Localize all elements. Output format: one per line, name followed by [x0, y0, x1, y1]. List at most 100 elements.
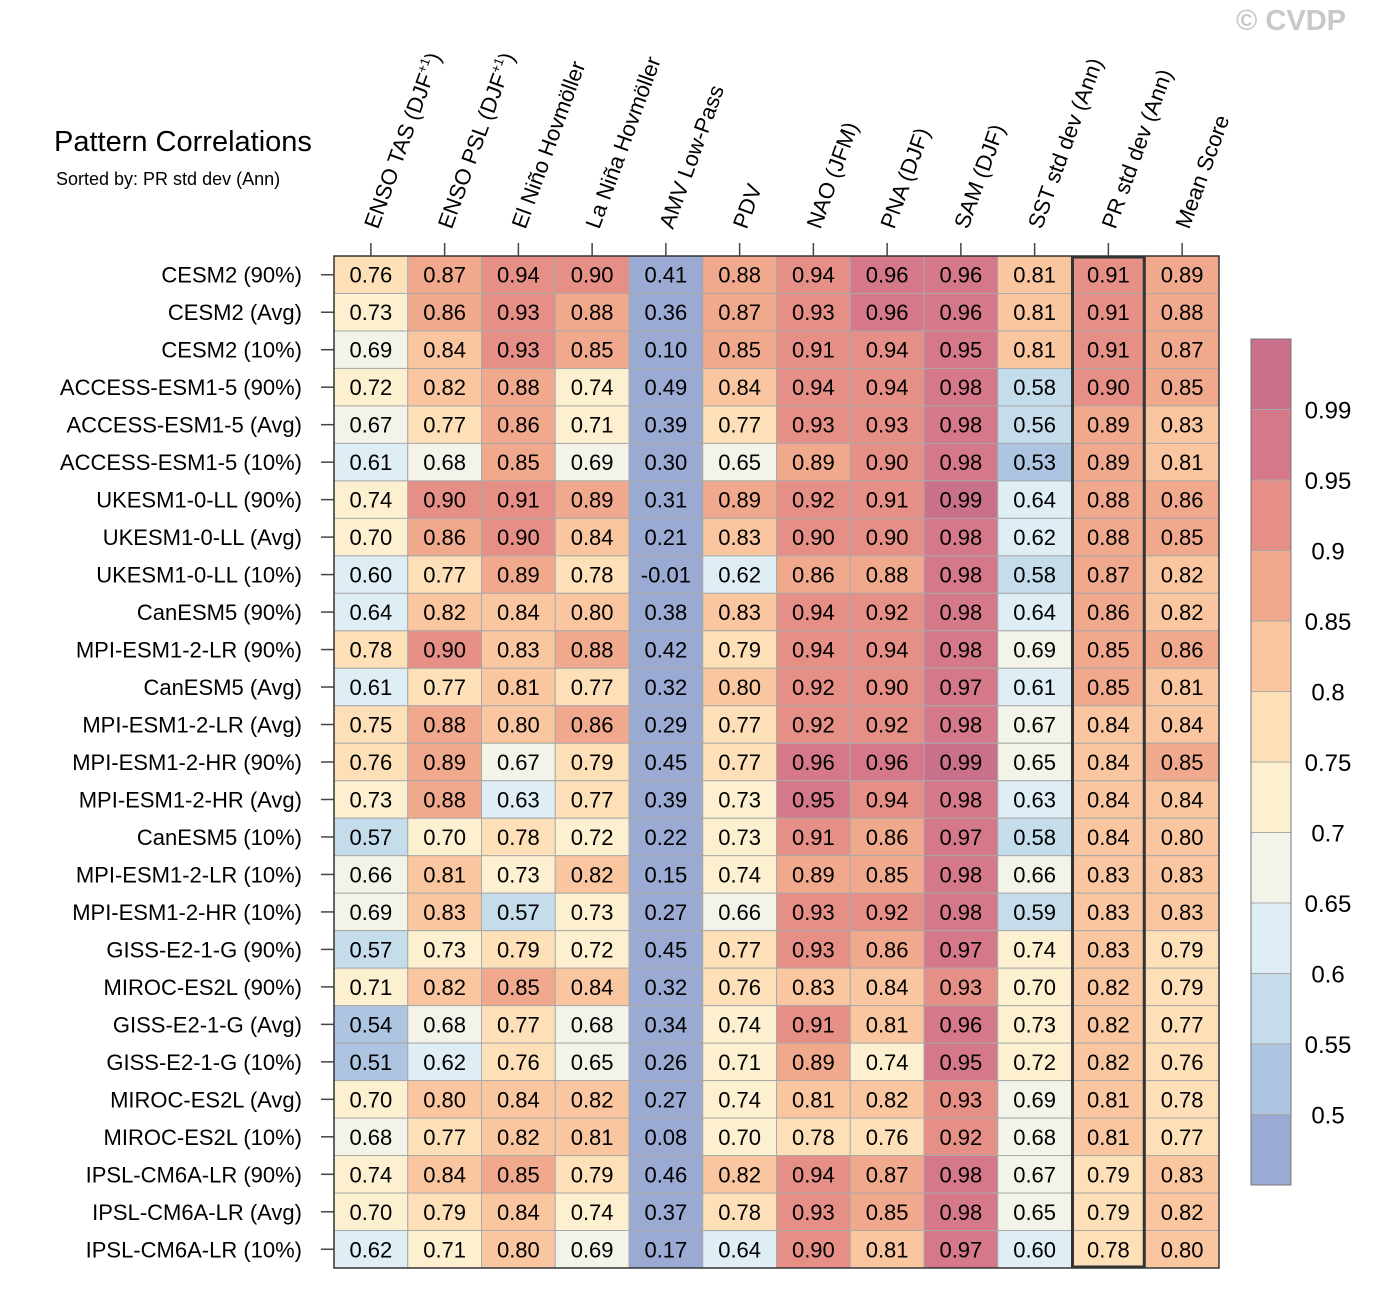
cell-value-label: 0.97	[939, 1237, 982, 1262]
cell-value-label: 0.79	[1087, 1162, 1130, 1187]
heatmap-cell	[407, 1080, 482, 1119]
cell-value-label: 0.78	[1087, 1237, 1130, 1262]
cell-value-label: 0.82	[1161, 600, 1204, 625]
cell-value-label: 0.83	[1087, 900, 1130, 925]
heatmap-cell	[628, 855, 704, 894]
cell-value-label: 0.68	[349, 1125, 392, 1150]
heatmap-cell	[554, 1230, 630, 1269]
column-label: Mean Score	[1170, 112, 1234, 232]
colorbar-tick-label: 0.55	[1305, 1032, 1352, 1059]
cell-value-label: 0.77	[571, 787, 614, 812]
colorbar-tick-label: 0.6	[1311, 962, 1344, 989]
cell-value-label: 0.96	[939, 1012, 982, 1037]
cell-value-label: 0.98	[939, 525, 982, 550]
cell-value-label: 0.72	[571, 825, 614, 850]
row-label: GISS-E2-1-G (Avg)	[113, 1012, 302, 1037]
colorbar-segment	[1250, 832, 1292, 904]
cell-value-label: 0.73	[718, 825, 761, 850]
heatmap-cell	[407, 592, 482, 632]
cell-value-label: 0.84	[423, 1162, 466, 1187]
heatmap-cell	[333, 780, 409, 819]
heatmap-cell	[628, 667, 704, 707]
column-label-text: PNA (DJF)	[875, 124, 934, 231]
heatmap-cell	[481, 1230, 556, 1269]
colorbar-tick-label: 0.99	[1305, 398, 1352, 425]
heatmap-cell	[628, 1192, 704, 1232]
heatmap-cell	[554, 442, 630, 482]
cell-value-label: 0.93	[497, 300, 540, 325]
heatmap-cell	[1144, 405, 1220, 444]
cell-value-label: 0.31	[644, 488, 687, 513]
heatmap-cell	[554, 405, 630, 444]
cell-value-label: 0.89	[718, 488, 761, 513]
heatmap-cell	[628, 405, 704, 444]
cell-value-label: 0.83	[1161, 1162, 1204, 1187]
heatmap-cell	[1071, 367, 1146, 407]
heatmap-cell	[702, 817, 777, 857]
heatmap-cell	[628, 367, 704, 407]
cell-value-label: 0.90	[1087, 375, 1130, 400]
heatmap-cell	[1071, 292, 1146, 332]
cell-value-label: 0.29	[644, 713, 687, 738]
cell-value-label: 0.96	[792, 750, 835, 775]
heatmap-cell	[1071, 967, 1146, 1007]
row-label: MPI-ESM1-2-LR (Avg)	[82, 713, 302, 738]
cell-value-label: 0.54	[349, 1012, 392, 1037]
heatmap-cell	[1144, 930, 1220, 969]
heatmap-cell	[1144, 480, 1220, 519]
cell-value-label: 0.83	[1087, 862, 1130, 887]
row-label: ACCESS-ESM1-5 (90%)	[60, 375, 302, 400]
cell-value-label: 0.86	[1161, 488, 1204, 513]
heatmap-cell	[849, 1155, 925, 1194]
heatmap-cell	[702, 705, 777, 744]
cell-value-label: 0.73	[497, 862, 540, 887]
cell-value-label: 0.32	[644, 675, 687, 700]
column-label-text: ENSO PSL (DJF	[433, 70, 512, 232]
cell-value-label: 0.83	[1161, 862, 1204, 887]
heatmap-cell	[407, 1117, 482, 1157]
row-label: CanESM5 (Avg)	[143, 675, 302, 700]
cell-value-label: 0.93	[497, 338, 540, 363]
heatmap-cell	[407, 667, 482, 707]
cell-value-label: 0.66	[349, 862, 392, 887]
heatmap-cell	[407, 255, 482, 294]
column-label-text: NAO (JFM)	[802, 119, 864, 232]
heatmap-cell	[997, 855, 1072, 894]
cell-value-label: 0.79	[1161, 975, 1204, 1000]
heatmap-cell	[776, 742, 851, 782]
cell-value-label: 0.71	[718, 1050, 761, 1075]
heatmap-cell	[702, 480, 777, 519]
heatmap-cell	[333, 742, 409, 782]
cell-value-label: 0.76	[349, 263, 392, 288]
colorbar-segment	[1250, 620, 1292, 692]
heatmap-cell	[997, 555, 1072, 594]
heatmap-cell	[1071, 255, 1146, 294]
cell-value-label: 0.80	[1161, 825, 1204, 850]
heatmap-cell	[776, 592, 851, 632]
cell-value-label: 0.66	[718, 900, 761, 925]
heatmap-cell	[481, 930, 556, 969]
heatmap-cell	[776, 705, 851, 744]
cell-value-label: 0.59	[1013, 900, 1056, 925]
cell-value-label: 0.57	[349, 825, 392, 850]
cell-value-label: 0.88	[423, 713, 466, 738]
cell-value-label: 0.85	[497, 975, 540, 1000]
heatmap-cell	[554, 817, 630, 857]
heatmap-cell	[554, 592, 630, 632]
heatmap-cell	[407, 480, 482, 519]
cell-value-label: 0.69	[349, 900, 392, 925]
heatmap-cell	[702, 1005, 777, 1044]
cell-value-label: 0.51	[349, 1050, 392, 1075]
cell-value-label: 0.86	[497, 413, 540, 438]
cell-value-label: 0.62	[718, 563, 761, 588]
cell-value-label: 0.74	[349, 1162, 392, 1187]
cell-value-label: 0.74	[1013, 937, 1056, 962]
cell-value-label: 0.64	[349, 600, 392, 625]
heatmap-cell	[923, 592, 999, 632]
cell-value-label: 0.81	[866, 1012, 909, 1037]
column-label: NAO (JFM)	[802, 119, 864, 232]
column-labels: ENSO TAS (DJF+1)ENSO PSL (DJF+1)El Niño …	[359, 49, 1234, 256]
heatmap-cell	[776, 442, 851, 482]
cell-value-label: 0.83	[1161, 413, 1204, 438]
heatmap-cell	[849, 630, 925, 669]
